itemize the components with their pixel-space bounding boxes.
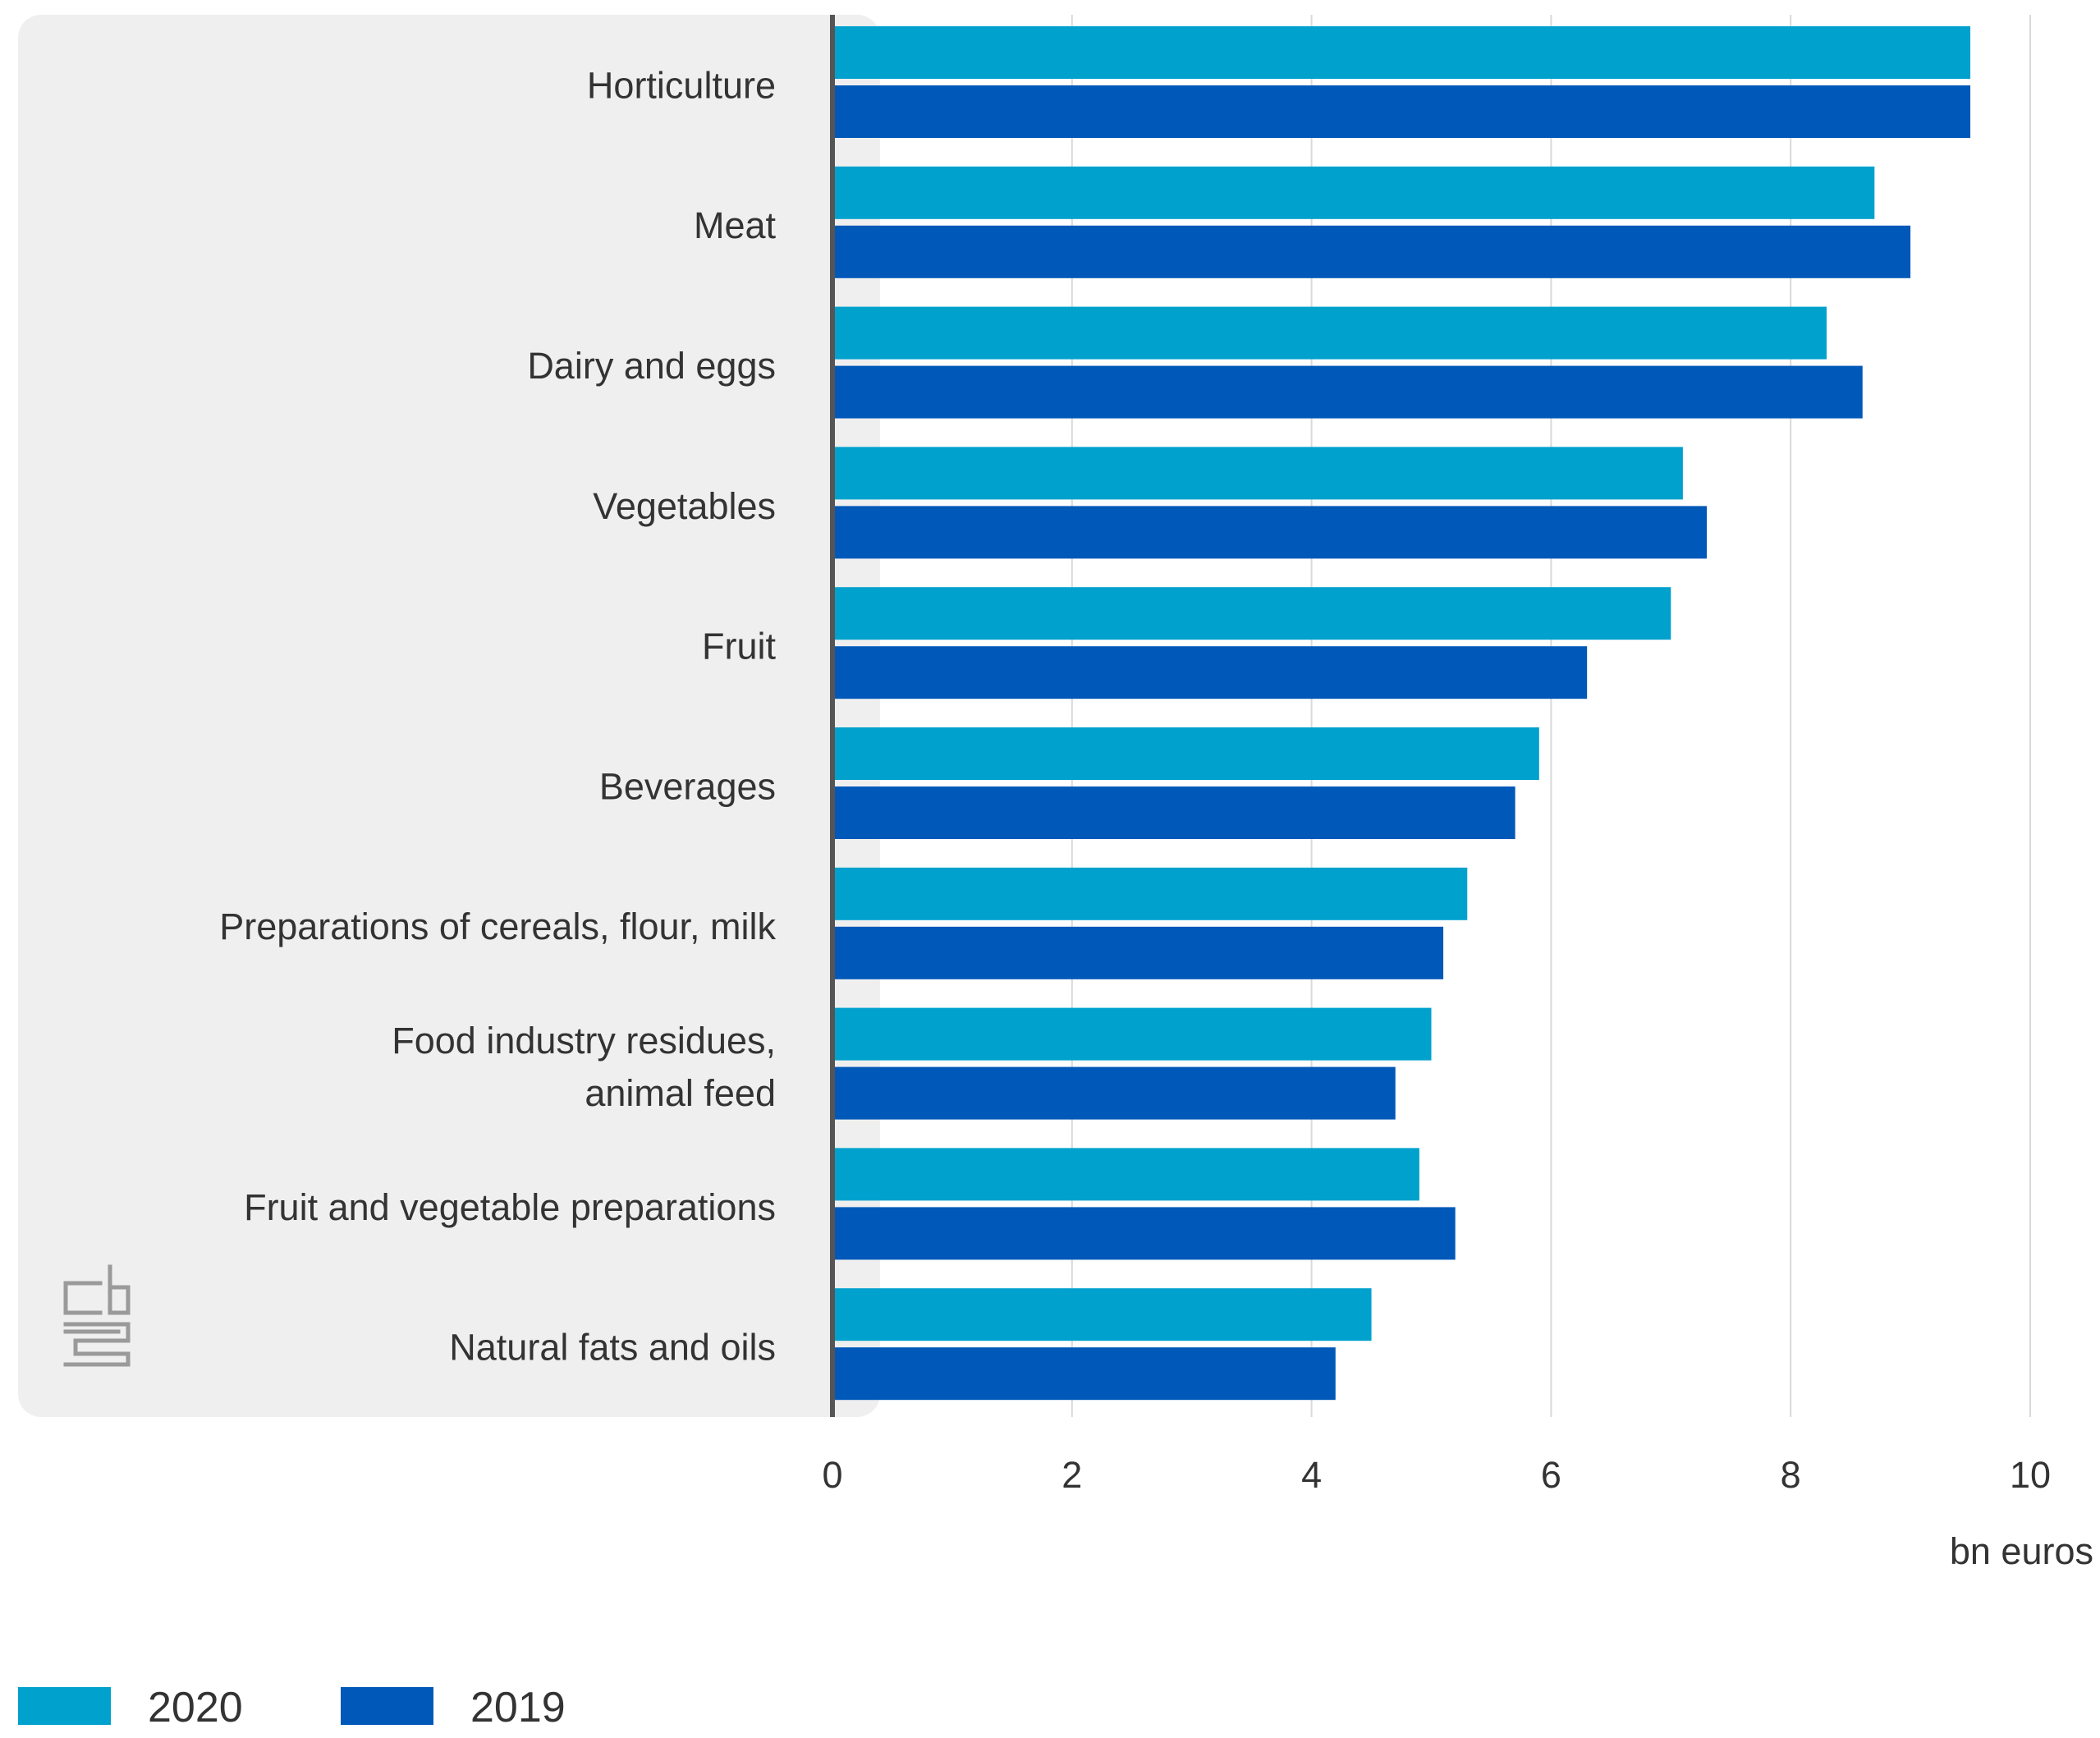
x-tick-label: 2 [1061,1454,1082,1496]
x-tick-label: 4 [1301,1454,1322,1496]
bar-2020 [832,727,1539,780]
cbs-logo-icon [63,1264,131,1367]
bar-2019 [832,506,1708,559]
category-label-line: Dairy and eggs [527,345,776,387]
legend: 2020 2019 [18,1684,566,1731]
legend-swatch-2020 [18,1687,111,1725]
bars [832,26,1971,1401]
category-label-line: Horticulture [587,64,776,106]
category-label-line: Fruit and vegetable preparations [244,1186,776,1228]
category-label: Horticulture [587,64,776,106]
x-tick-label: 6 [1541,1454,1561,1496]
x-tick-label: 8 [1781,1454,1801,1496]
legend-swatch-2019 [341,1687,433,1725]
category-label-line: Food industry residues, [392,1020,776,1062]
category-label-line: animal feed [585,1072,776,1114]
bar-2019 [832,786,1515,839]
category-label-line: Vegetables [593,485,776,527]
bar-2019 [832,926,1444,979]
category-label-panel [18,15,880,1417]
category-label: Natural fats and oils [449,1327,776,1369]
bar-2019 [832,1207,1456,1260]
x-tick-labels: 0 2 4 6 8 10 [822,1454,2051,1496]
bar-2019 [832,225,1911,278]
bar-2020 [832,587,1671,640]
bar-2020 [832,447,1683,500]
bar-2019 [832,1347,1336,1401]
bar-2020 [832,1148,1419,1201]
category-label: Dairy and eggs [527,345,776,387]
category-label: Food industry residues, animal feed [392,1020,776,1114]
legend-label-2020: 2020 [148,1684,243,1731]
category-label: Fruit and vegetable preparations [244,1186,776,1228]
category-label-line: Preparations of cereals, flour, milk [219,906,776,947]
x-axis-title: bn euros [1950,1530,2093,1572]
category-label: Fruit [702,626,776,667]
category-label: Preparations of cereals, flour, milk [219,906,776,947]
bar-2020 [832,306,1827,360]
category-label: Beverages [599,765,776,807]
category-label: Vegetables [593,485,776,527]
category-label: Meat [694,204,777,246]
legend-label-2019: 2019 [470,1684,566,1731]
gridlines [1071,15,2031,1417]
bar-2019 [832,365,1863,419]
bar-2020 [832,1288,1372,1341]
bar-2019 [832,1066,1396,1120]
bar-2020 [832,166,1875,219]
category-labels: Horticulture Meat Dairy and eggs Vegetables… [219,64,776,1368]
x-tick-label: 0 [822,1454,842,1496]
category-label-line: Beverages [599,765,776,807]
bar-2020 [832,867,1468,920]
category-label-line: Meat [694,204,777,246]
bar-2020 [832,26,1971,79]
bar-2019 [832,646,1588,699]
bar-2019 [832,85,1971,138]
x-tick-label: 10 [2010,1454,2051,1496]
category-label-line: Fruit [702,626,776,667]
bar-2020 [832,1007,1432,1061]
category-label-line: Natural fats and oils [449,1327,776,1369]
